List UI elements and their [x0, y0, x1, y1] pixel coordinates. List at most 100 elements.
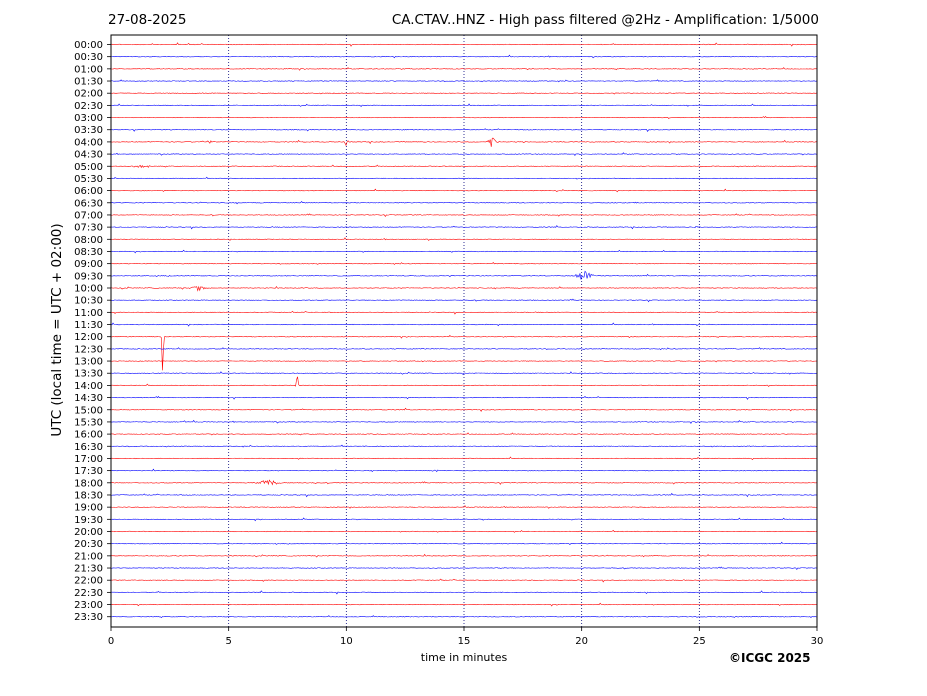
trace-09:00 [110, 262, 818, 265]
trace-11:00 [110, 310, 818, 315]
y-tick-label-12:00: 12:00 [74, 332, 103, 343]
trace-16:30 [111, 444, 818, 448]
y-tick-label-07:30: 07:30 [74, 223, 103, 234]
x-tick-label-25: 25 [693, 636, 706, 647]
x-axis-label: time in minutes [420, 651, 508, 664]
trace-23:00 [110, 602, 817, 607]
trace-10:30 [110, 298, 818, 303]
y-tick-label-14:00: 14:00 [74, 381, 103, 392]
x-tick-label-0: 0 [108, 636, 114, 647]
trace-07:00 [110, 213, 818, 217]
trace-18:00 [110, 479, 818, 486]
trace-13:30 [110, 371, 818, 375]
trace-17:00 [110, 456, 818, 461]
y-tick-label-16:00: 16:00 [74, 430, 103, 441]
x-tick-label-20: 20 [575, 636, 588, 647]
trace-00:00 [110, 42, 818, 47]
y-tick-label-10:00: 10:00 [74, 284, 103, 295]
trace-01:00 [111, 67, 817, 71]
trace-17:30 [110, 468, 818, 473]
trace-23:30 [110, 615, 818, 618]
trace-15:30 [110, 419, 818, 424]
trace-16:00 [110, 432, 818, 436]
x-tick-label-15: 15 [458, 636, 471, 647]
y-tick-label-15:00: 15:00 [74, 405, 103, 416]
date-label: 27-08-2025 [108, 12, 187, 28]
y-tick-label-20:00: 20:00 [74, 527, 103, 538]
trace-05:00 [110, 164, 817, 169]
y-tick-label-15:30: 15:30 [74, 417, 103, 428]
trace-15:00 [110, 407, 818, 412]
trace-22:00 [110, 578, 818, 583]
y-tick-label-06:30: 06:30 [74, 198, 103, 209]
y-tick-label-09:00: 09:00 [74, 259, 103, 270]
y-tick-label-16:30: 16:30 [74, 442, 103, 453]
y-tick-label-12:30: 12:30 [74, 344, 103, 355]
trace-22:30 [110, 590, 818, 595]
trace-03:30 [111, 128, 818, 132]
trace-12:00 [110, 334, 818, 371]
trace-19:00 [110, 505, 818, 509]
y-tick-label-22:30: 22:30 [74, 588, 103, 599]
x-tick-label-30: 30 [811, 636, 824, 647]
y-tick-label-18:30: 18:30 [74, 490, 103, 501]
trace-02:30 [110, 103, 818, 108]
y-tick-label-11:30: 11:30 [74, 320, 103, 331]
trace-20:30 [110, 541, 818, 545]
y-tick-label-20:30: 20:30 [74, 539, 103, 550]
trace-06:00 [110, 188, 818, 193]
y-tick-label-18:00: 18:00 [74, 478, 103, 489]
y-tick-label-08:00: 08:00 [74, 235, 103, 246]
y-tick-label-19:00: 19:00 [74, 503, 103, 514]
y-tick-label-21:30: 21:30 [74, 564, 103, 575]
chart-title: CA.CTAV..HNZ - High pass filtered @2Hz -… [391, 12, 819, 28]
trace-00:30 [111, 54, 818, 59]
y-tick-label-04:30: 04:30 [74, 150, 103, 161]
trace-01:30 [110, 79, 818, 83]
y-tick-label-01:30: 01:30 [74, 77, 103, 88]
y-tick-label-02:00: 02:00 [74, 89, 103, 100]
trace-21:00 [110, 553, 818, 558]
y-tick-label-17:00: 17:00 [74, 454, 103, 465]
trace-14:30 [110, 396, 818, 400]
trace-05:30 [110, 176, 818, 180]
y-tick-label-23:30: 23:30 [74, 612, 103, 623]
trace-08:30 [110, 249, 818, 254]
y-tick-label-22:00: 22:00 [74, 576, 103, 587]
trace-10:00 [110, 285, 818, 292]
y-tick-label-21:00: 21:00 [74, 551, 103, 562]
y-tick-label-05:30: 05:30 [74, 174, 103, 185]
y-tick-label-14:30: 14:30 [74, 393, 103, 404]
trace-20:00 [110, 529, 818, 533]
y-tick-label-03:30: 03:30 [74, 125, 103, 136]
x-tick-label-5: 5 [225, 636, 231, 647]
trace-14:00 [110, 376, 818, 387]
y-tick-label-01:00: 01:00 [74, 64, 103, 75]
x-tick-label-10: 10 [340, 636, 353, 647]
y-tick-label-11:00: 11:00 [74, 308, 103, 319]
trace-04:30 [110, 152, 818, 157]
trace-04:00 [110, 137, 818, 147]
plot-frame [110, 34, 818, 628]
trace-03:00 [110, 116, 818, 119]
y-tick-label-03:00: 03:00 [74, 113, 103, 124]
y-tick-label-19:30: 19:30 [74, 515, 103, 526]
trace-18:30 [110, 492, 818, 498]
y-tick-label-13:00: 13:00 [74, 357, 103, 368]
trace-11:30 [110, 322, 818, 327]
trace-13:00 [110, 360, 818, 363]
y-tick-label-06:00: 06:00 [74, 186, 103, 197]
y-tick-label-23:00: 23:00 [74, 600, 103, 611]
y-tick-label-08:30: 08:30 [74, 247, 103, 258]
y-tick-label-07:00: 07:00 [74, 210, 103, 221]
trace-07:30 [110, 225, 818, 230]
copyright-credit: ©ICGC 2025 [729, 651, 811, 665]
y-tick-label-05:00: 05:00 [74, 162, 103, 173]
trace-19:30 [110, 517, 818, 522]
trace-21:30 [110, 566, 818, 571]
y-tick-label-09:30: 09:30 [74, 271, 103, 282]
trace-02:00 [110, 92, 818, 95]
y-tick-label-00:30: 00:30 [74, 52, 103, 63]
y-tick-label-13:30: 13:30 [74, 369, 103, 380]
